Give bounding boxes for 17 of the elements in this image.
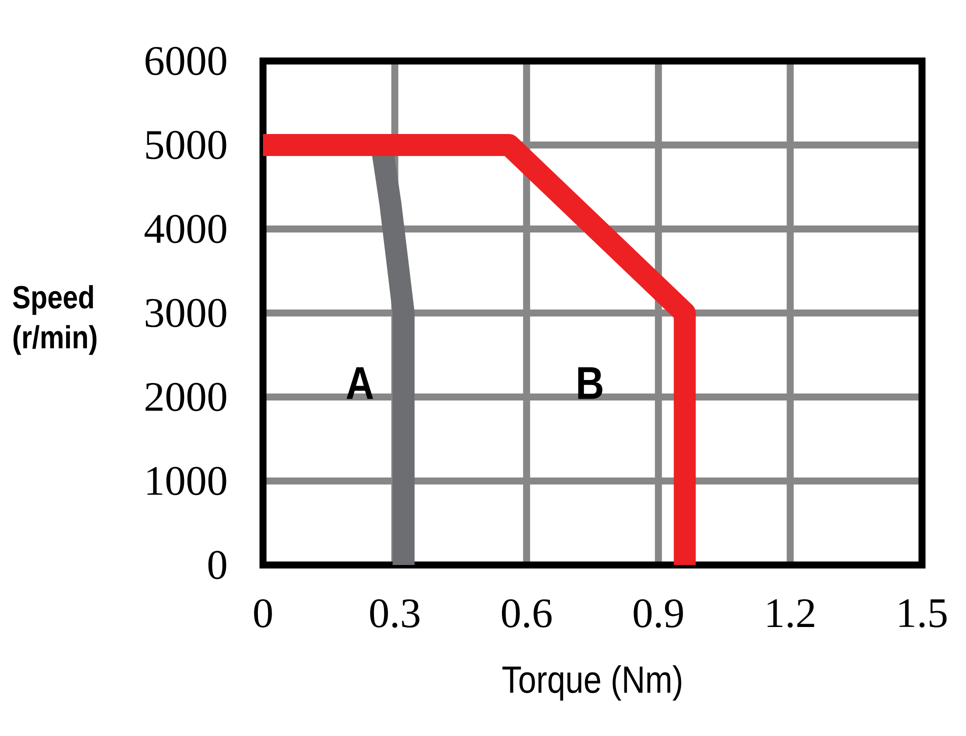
y-tick-label: 6000	[146, 46, 226, 76]
y-tick-label: 3000	[146, 298, 226, 328]
x-tick-label: 0	[254, 599, 272, 628]
y-tick-label: 0	[208, 550, 226, 580]
y-tick-label: 2000	[146, 382, 226, 412]
series-label: A	[346, 367, 374, 399]
y-tick-label: 5000	[146, 130, 226, 160]
series-label: B	[578, 367, 602, 399]
y-tick-label: 1000	[147, 466, 226, 496]
x-tick-label: 1.2	[768, 599, 814, 628]
y-tick-label: 4000	[144, 214, 226, 244]
x-tick-label: 0.9	[634, 599, 683, 628]
x-tick-label: 0.6	[502, 599, 552, 628]
x-tick-label: 1.5	[899, 599, 947, 628]
x-tick-label: 0.3	[370, 599, 420, 628]
y-axis-title: Speed (r/min)	[13, 285, 96, 355]
x-axis-title: Torque (Nm)	[502, 665, 682, 701]
